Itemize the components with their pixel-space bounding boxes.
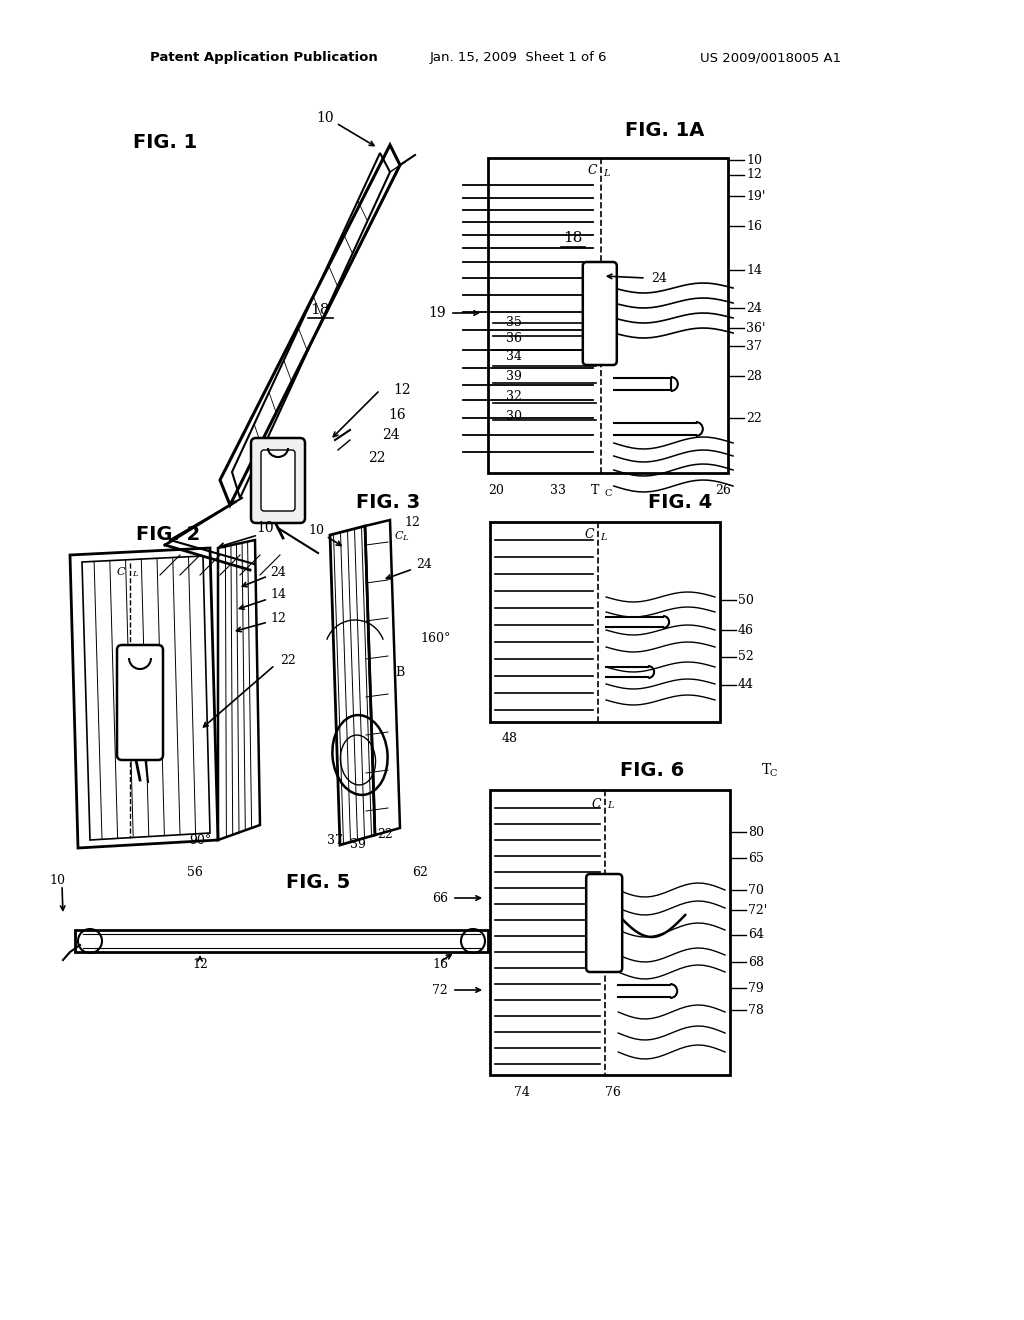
Text: 72: 72 <box>432 983 449 997</box>
Text: 10: 10 <box>308 524 324 537</box>
Text: 16: 16 <box>388 408 406 422</box>
Text: 48: 48 <box>502 733 518 746</box>
Text: 39: 39 <box>506 370 522 383</box>
Text: 24: 24 <box>651 272 667 285</box>
Text: 52: 52 <box>738 651 754 664</box>
Text: L: L <box>607 801 613 810</box>
Text: 74: 74 <box>514 1086 530 1100</box>
Text: 24: 24 <box>270 565 286 578</box>
Text: 62: 62 <box>412 866 428 879</box>
Text: 19: 19 <box>428 306 446 319</box>
Text: 16: 16 <box>746 219 762 232</box>
Text: 36': 36' <box>746 322 766 334</box>
Text: 70: 70 <box>748 883 764 896</box>
Text: FIG. 1A: FIG. 1A <box>626 120 705 140</box>
Text: 20: 20 <box>488 484 504 498</box>
Text: Patent Application Publication: Patent Application Publication <box>150 51 378 65</box>
Text: C: C <box>587 165 597 177</box>
Bar <box>488 158 728 473</box>
Bar <box>75 931 488 952</box>
Text: 64: 64 <box>748 928 764 941</box>
Text: L: L <box>132 570 137 578</box>
Text: 22: 22 <box>368 451 385 465</box>
Text: 160°: 160° <box>420 631 451 644</box>
FancyBboxPatch shape <box>586 874 623 972</box>
Text: 10: 10 <box>49 874 65 887</box>
Bar <box>490 789 730 1074</box>
Text: 65: 65 <box>748 851 764 865</box>
Text: 22: 22 <box>746 412 762 425</box>
Text: 34: 34 <box>506 350 522 363</box>
Text: 12: 12 <box>393 383 411 397</box>
Text: 14: 14 <box>746 264 762 276</box>
Text: T: T <box>762 763 771 777</box>
Text: 32: 32 <box>506 389 522 403</box>
Text: 10: 10 <box>316 111 334 125</box>
Text: 50: 50 <box>738 594 754 606</box>
Text: 68: 68 <box>748 956 764 969</box>
Text: 56: 56 <box>187 866 203 879</box>
Text: 14: 14 <box>270 589 286 602</box>
Text: FIG. 3: FIG. 3 <box>356 494 420 512</box>
Text: 37: 37 <box>327 833 343 846</box>
Text: FIG. 6: FIG. 6 <box>620 760 684 780</box>
Text: 39: 39 <box>350 838 366 851</box>
Text: C: C <box>592 797 601 810</box>
FancyBboxPatch shape <box>251 438 305 523</box>
Text: 79: 79 <box>748 982 764 994</box>
Text: 78: 78 <box>748 1003 764 1016</box>
Text: 33: 33 <box>550 484 566 498</box>
Text: 66: 66 <box>432 891 449 904</box>
Text: 76: 76 <box>605 1086 622 1100</box>
Text: 72': 72' <box>748 903 767 916</box>
Text: 10: 10 <box>256 521 273 535</box>
Text: FIG. 4: FIG. 4 <box>648 494 712 512</box>
FancyBboxPatch shape <box>261 450 295 511</box>
Text: 16: 16 <box>432 958 449 972</box>
Text: 22: 22 <box>377 829 393 842</box>
Text: 44: 44 <box>738 678 754 692</box>
Text: C: C <box>770 770 777 779</box>
Text: 12: 12 <box>404 516 420 528</box>
Text: 22: 22 <box>280 653 296 667</box>
Text: L: L <box>603 169 609 177</box>
Text: 36: 36 <box>506 331 522 345</box>
Text: L: L <box>600 532 606 541</box>
Text: C: C <box>117 568 125 577</box>
Text: C: C <box>585 528 594 541</box>
Text: 24: 24 <box>746 301 762 314</box>
Text: 35: 35 <box>506 317 522 330</box>
Text: 30: 30 <box>506 409 522 422</box>
Text: Jan. 15, 2009  Sheet 1 of 6: Jan. 15, 2009 Sheet 1 of 6 <box>430 51 607 65</box>
Text: 24: 24 <box>382 428 399 442</box>
FancyBboxPatch shape <box>583 261 616 366</box>
Text: 10: 10 <box>746 153 762 166</box>
Text: FIG. 1: FIG. 1 <box>133 132 198 152</box>
Text: C: C <box>395 531 403 541</box>
Text: L: L <box>402 535 408 543</box>
FancyBboxPatch shape <box>117 645 163 760</box>
Text: 19': 19' <box>746 190 765 202</box>
Text: FIG. 2: FIG. 2 <box>136 525 200 544</box>
Text: 80: 80 <box>748 825 764 838</box>
Text: 28: 28 <box>746 370 762 383</box>
Bar <box>490 521 720 722</box>
Text: 18: 18 <box>563 231 583 246</box>
Text: C: C <box>605 490 612 499</box>
Text: 12: 12 <box>746 169 762 181</box>
Text: B: B <box>395 665 404 678</box>
Text: US 2009/0018005 A1: US 2009/0018005 A1 <box>700 51 841 65</box>
Text: T: T <box>591 484 599 498</box>
Text: 12: 12 <box>270 611 286 624</box>
Text: 18: 18 <box>310 304 330 317</box>
Text: 90°: 90° <box>188 833 211 846</box>
Text: FIG. 5: FIG. 5 <box>286 873 350 891</box>
Text: 46: 46 <box>738 623 754 636</box>
Text: 37: 37 <box>746 339 762 352</box>
Text: 26: 26 <box>715 484 731 498</box>
Text: 24: 24 <box>416 558 432 572</box>
Text: 12: 12 <box>193 958 208 972</box>
